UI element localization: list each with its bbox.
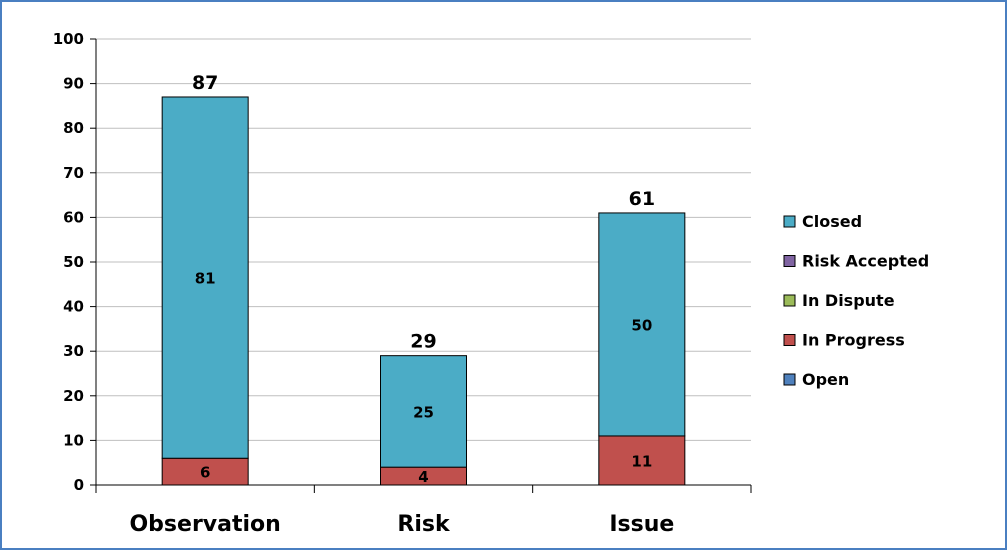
legend-item: Open	[783, 370, 849, 389]
segment-value-label: 11	[631, 452, 652, 470]
axes: 0 10 20 30 40 50 60 70 80 90 100 Observation Risk Iss…	[53, 30, 752, 537]
bar-segment-in-progress	[598, 435, 686, 486]
legend-item: Risk Accepted	[783, 252, 929, 271]
legend-label: In Dispute	[802, 291, 895, 310]
legend-label: In Progress	[802, 331, 905, 350]
legend-item: In Dispute	[783, 291, 895, 310]
y-tick-label: 40	[63, 298, 84, 316]
segment-value-label: 50	[631, 316, 652, 334]
x-category-label: Observation	[129, 512, 280, 537]
legend-swatch	[783, 215, 796, 228]
legend: Closed Risk Accepted In Dispute In Progress…	[783, 212, 929, 389]
segment-value-label: 4	[418, 468, 428, 486]
x-category-label: Issue	[609, 512, 674, 537]
y-tick-label: 90	[63, 75, 84, 93]
legend-label: Closed	[802, 212, 862, 231]
y-tick-label: 100	[53, 30, 84, 48]
y-tick-label: 0	[74, 476, 84, 494]
bar-segment-closed	[161, 96, 249, 459]
y-tick-label: 70	[63, 164, 84, 182]
bar-total-label: 87	[192, 72, 218, 94]
y-tick-label: 80	[63, 119, 84, 137]
legend-swatch	[783, 294, 796, 307]
y-tick-label: 10	[63, 431, 84, 449]
legend-item: Closed	[783, 212, 862, 231]
y-tick-label: 60	[63, 208, 84, 226]
y-tick-label: 50	[63, 253, 84, 271]
segment-value-label: 25	[413, 403, 434, 421]
x-category-label: Risk	[397, 512, 451, 537]
bars	[161, 96, 686, 486]
bar-segment-closed	[380, 355, 467, 468]
bar-segment-closed	[598, 212, 686, 437]
segment-value-label: 81	[195, 270, 216, 288]
segment-value-label: 6	[200, 464, 210, 482]
legend-label: Open	[802, 370, 849, 389]
bar-segment-in-progress	[161, 457, 249, 486]
bar-total-label: 29	[410, 331, 436, 353]
legend-swatch	[783, 373, 796, 386]
legend-swatch	[783, 255, 796, 267]
y-tick-label: 20	[63, 387, 84, 405]
data-labels: 6 81 87 4 25 29 11 50 61	[192, 72, 655, 486]
legend-swatch	[783, 334, 796, 346]
legend-item: In Progress	[783, 331, 905, 350]
bar-total-label: 61	[629, 188, 655, 210]
y-tick-label: 30	[63, 342, 84, 360]
legend-label: Risk Accepted	[802, 252, 929, 271]
